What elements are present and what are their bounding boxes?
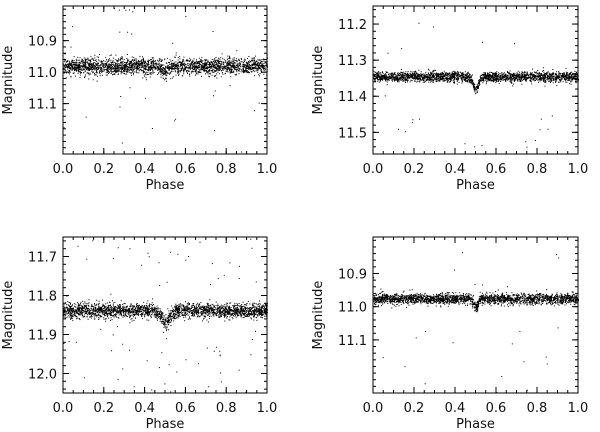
x-tick-label: 0.4	[445, 401, 466, 416]
plot-frame	[372, 236, 579, 394]
y-axis-title: Magnitude	[1, 281, 16, 350]
y-tick-label: 11.8	[28, 290, 57, 305]
x-tick-label: 0.6	[175, 401, 196, 416]
x-tick-label: 0.8	[527, 162, 548, 177]
x-tick-label: 0.6	[486, 401, 507, 416]
y-tick-label: 10.9	[28, 35, 57, 50]
x-tick-label: 1.0	[257, 162, 278, 177]
data-point-cloud	[63, 238, 268, 393]
chart-panel-1: 0.0 0.2 0.4 0.6 0.8 1.0 10.9 11.0 11.1 Phase Magni…	[1, 5, 278, 193]
chart-panel-3: 0.0 0.2 0.4 0.6 0.8 1.0 11.7 11.8 11.9 12.0 Phase M…	[1, 236, 278, 432]
data-points	[373, 22, 579, 155]
y-tick-label: 11.1	[28, 98, 57, 113]
y-tick-label: 11.0	[28, 66, 57, 81]
y-tick-label: 11.2	[338, 18, 367, 33]
x-tick-label: 0.2	[93, 401, 114, 416]
y-tick-label: 11.1	[338, 334, 367, 349]
data-point-cloud	[373, 252, 579, 394]
x-tick-label: 0.4	[134, 401, 155, 416]
x-tick-label: 0.0	[53, 401, 74, 416]
x-tick-label: 0.2	[404, 162, 425, 177]
x-axis-title: Phase	[146, 178, 185, 193]
x-tick-label: 0.4	[134, 162, 155, 177]
y-tick-label: 11.7	[28, 251, 57, 266]
x-axis-title: Phase	[456, 178, 495, 193]
y-tick-label: 11.3	[338, 54, 367, 69]
x-axis-title: Phase	[146, 417, 185, 432]
x-tick-label: 0.8	[216, 401, 237, 416]
chart-panel-2: 0.0 0.2 0.4 0.6 0.8 1.0 11.2 11.3 11.4 11.5 Phase M…	[311, 5, 589, 193]
y-tick-label: 10.9	[338, 268, 367, 283]
x-tick-label: 0.0	[363, 401, 384, 416]
y-axis-title: Magnitude	[1, 46, 16, 115]
x-tick-label: 0.0	[53, 162, 74, 177]
x-tick-label: 1.0	[257, 401, 278, 416]
x-tick-label: 0.2	[93, 162, 114, 177]
data-points	[63, 8, 268, 153]
y-tick-label: 11.5	[338, 126, 367, 141]
x-tick-label: 1.0	[568, 401, 589, 416]
x-tick-label: 0.4	[445, 162, 466, 177]
y-tick-label: 11.9	[28, 329, 57, 344]
y-tick-label: 11.0	[338, 301, 367, 316]
y-tick-label: 12.0	[28, 368, 57, 383]
y-axis-title: Magnitude	[311, 281, 326, 350]
x-tick-label: 0.6	[486, 162, 507, 177]
x-tick-label: 0.6	[175, 162, 196, 177]
y-axis-title: Magnitude	[311, 46, 326, 115]
x-tick-label: 0.2	[404, 401, 425, 416]
x-tick-label: 0.8	[216, 162, 237, 177]
x-tick-label: 1.0	[568, 162, 589, 177]
data-points	[63, 238, 268, 393]
x-tick-label: 0.8	[527, 401, 548, 416]
x-tick-label: 0.0	[363, 162, 384, 177]
x-axis-title: Phase	[456, 417, 495, 432]
y-tick-label: 11.4	[338, 90, 367, 105]
data-point-cloud	[373, 22, 579, 155]
data-points	[373, 252, 579, 394]
chart-panel-4: 0.0 0.2 0.4 0.6 0.8 1.0 10.9 11.0 11.1 Phase Magni…	[311, 236, 589, 432]
data-point-cloud	[63, 8, 268, 153]
